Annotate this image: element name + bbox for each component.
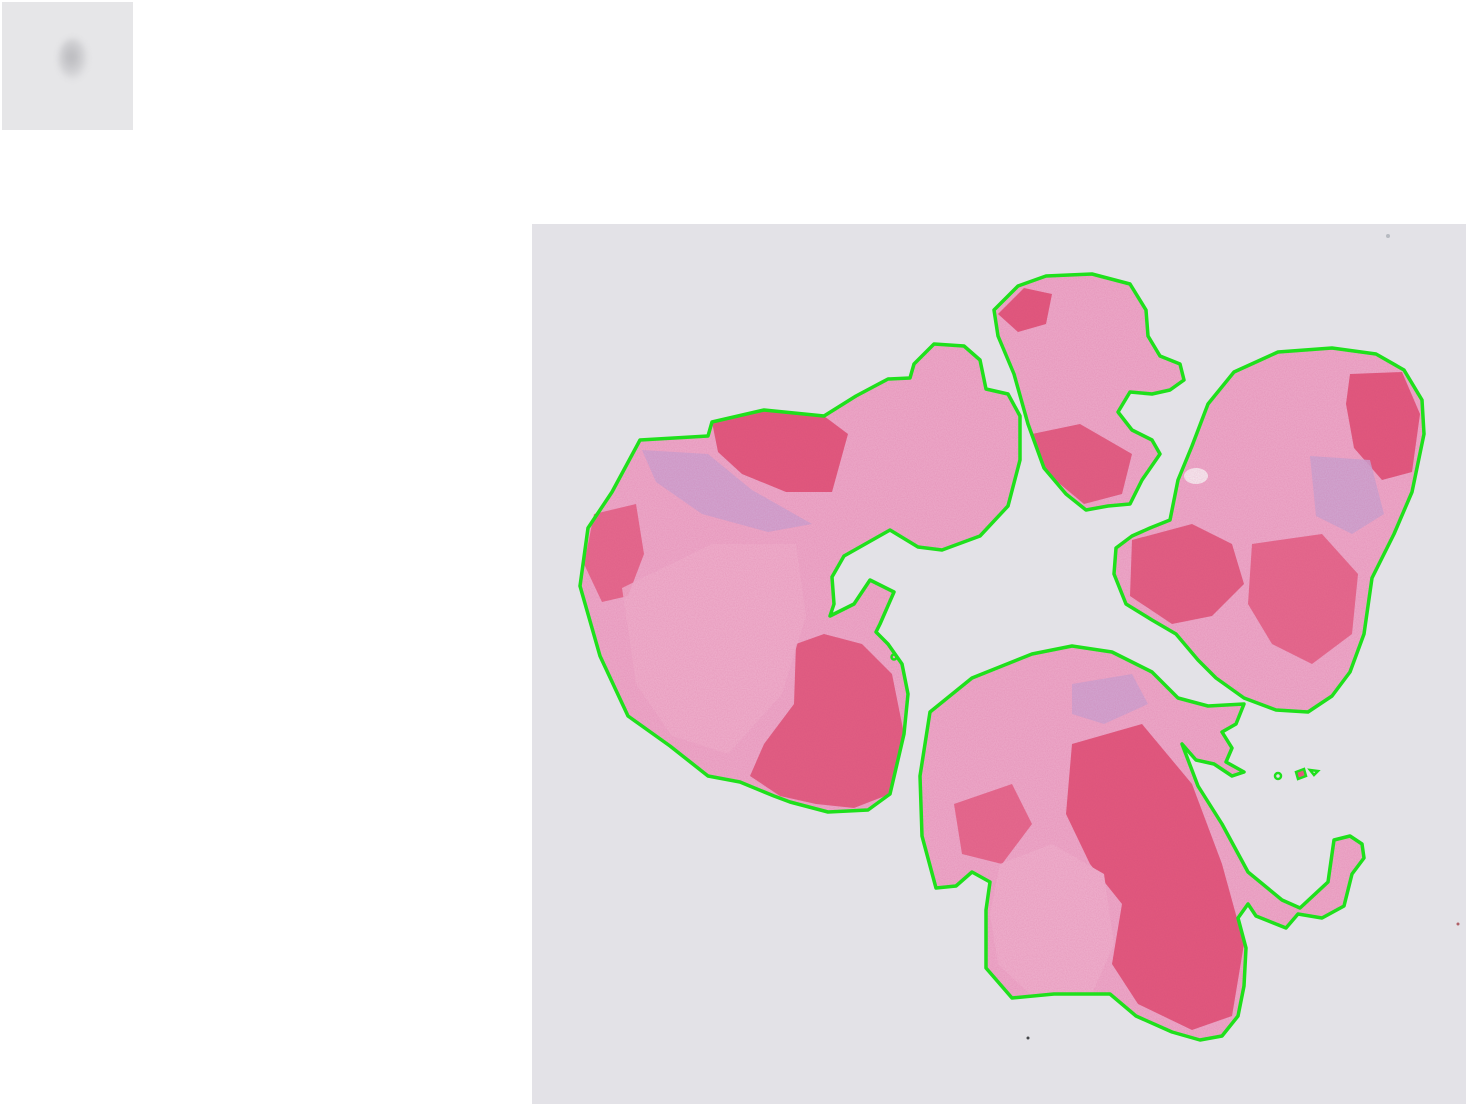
label-smudge bbox=[58, 38, 88, 80]
tissue-region-left bbox=[578, 342, 1022, 814]
slide-canvas bbox=[578, 234, 1460, 1042]
tissue-region-bottom bbox=[918, 644, 1366, 1042]
tissue-region-right bbox=[1112, 346, 1426, 714]
tissue-region-top-middle bbox=[992, 272, 1186, 512]
slide-debris bbox=[1026, 234, 1460, 1040]
tissue-fragments bbox=[890, 653, 1321, 781]
whole-slide-image[interactable] bbox=[532, 224, 1466, 1104]
slide-label-thumbnail bbox=[2, 2, 133, 130]
